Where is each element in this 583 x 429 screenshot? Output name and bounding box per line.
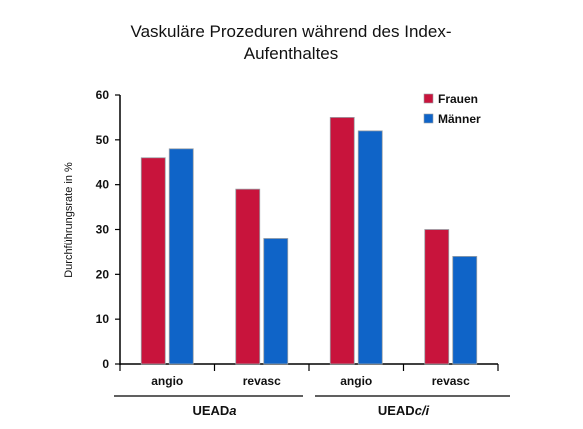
group-label: UEADa: [192, 403, 236, 418]
y-tick-label: 50: [96, 133, 110, 147]
legend-swatch-frauen: [423, 93, 434, 104]
bar-frauen: [140, 157, 166, 365]
bar-männer: [357, 130, 383, 365]
bar-frauen: [424, 229, 450, 365]
chart-title-line-2: Aufenthaltes: [244, 44, 339, 63]
y-tick-label: 10: [96, 312, 110, 326]
y-tick-label: 40: [96, 178, 110, 192]
bar-frauen: [329, 117, 355, 365]
y-tick-label: 30: [96, 223, 110, 237]
y-tick-label: 0: [102, 357, 109, 371]
bar-männer: [263, 238, 289, 365]
legend: Frauen Männer: [423, 92, 481, 126]
x-tick-label: angio: [340, 374, 372, 388]
bar-männer: [452, 255, 478, 365]
legend-swatch-männer: [423, 113, 434, 124]
y-tick-label: 20: [96, 267, 110, 281]
legend-label: Frauen: [438, 92, 478, 106]
bars: [140, 117, 478, 365]
y-tick-label: 60: [96, 88, 110, 102]
chart-title-line-1: Vaskuläre Prozeduren während des Index-: [131, 22, 452, 41]
y-axis-label: Durchführungsrate in %: [63, 162, 75, 278]
axes: 0 10 20 30 40 50 60 angio revasc angio revasc UEADa…: [96, 88, 510, 418]
legend-label: Männer: [438, 112, 481, 126]
bar-männer: [168, 148, 194, 365]
x-tick-label: angio: [151, 374, 183, 388]
x-tick-label: revasc: [432, 374, 470, 388]
bar-frauen: [235, 188, 261, 365]
x-tick-label: revasc: [243, 374, 281, 388]
group-label: UEADc/i: [378, 403, 430, 418]
